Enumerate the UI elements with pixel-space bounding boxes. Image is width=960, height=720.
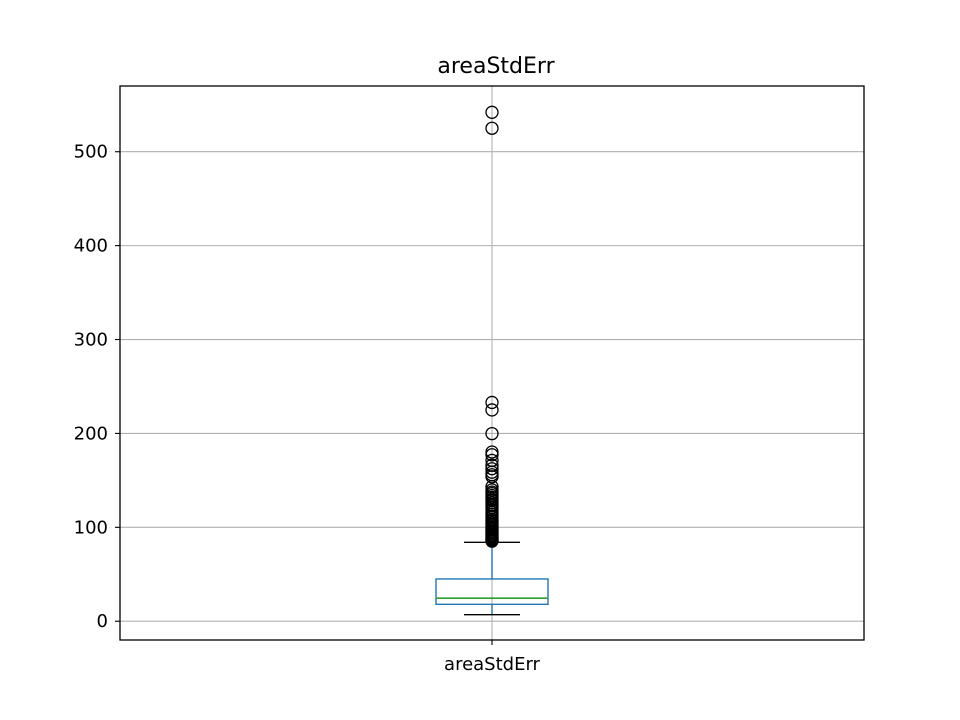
chart-title: areaStdErr (437, 54, 555, 79)
outlier-point (485, 462, 499, 476)
outlier-point (485, 395, 499, 410)
outlier-points (485, 105, 499, 548)
y-tick-label: 500 (74, 142, 108, 163)
iqr-box (435, 578, 549, 606)
outlier-point (485, 121, 499, 135)
box-plot (435, 541, 549, 616)
outlier-point (485, 426, 499, 441)
outlier-point (485, 534, 499, 548)
outlier-point (485, 403, 499, 417)
x-tick-label: areaStdErr (444, 654, 541, 675)
y-tick-label: 0 (97, 611, 108, 632)
outlier-point (485, 470, 499, 484)
y-tick-label: 100 (74, 517, 108, 538)
y-tick-label: 300 (74, 330, 108, 351)
grid-layer (120, 86, 864, 640)
y-tick-label: 400 (74, 236, 108, 257)
outlier-point (485, 105, 499, 119)
outlier-point (485, 448, 499, 462)
tick-layer: 0 100 200 300 400 500 areaStdErr (74, 142, 541, 675)
y-tick-label: 200 (74, 423, 108, 444)
